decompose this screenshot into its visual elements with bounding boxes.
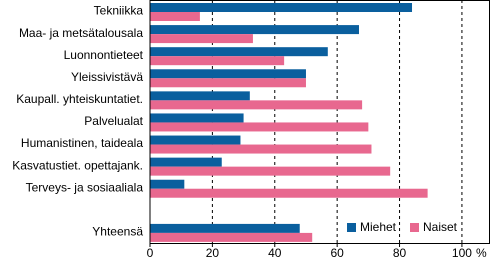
bar	[150, 113, 244, 123]
bar	[150, 91, 250, 101]
x-axis-label: %	[476, 246, 487, 260]
bar	[150, 179, 185, 189]
bar	[150, 34, 253, 44]
legend-swatch	[410, 223, 419, 232]
bar	[150, 12, 200, 21]
legend-label: Naiset	[423, 220, 458, 234]
y-tick-label: Kaupall. yhteiskuntatiet.	[16, 92, 143, 106]
bar	[150, 78, 306, 88]
y-tick-label: Humanistinen, taideala	[21, 136, 143, 150]
x-tick-label: 0	[147, 246, 154, 260]
bar	[150, 144, 372, 154]
legend-label: Miehet	[360, 220, 397, 234]
bar	[150, 157, 222, 167]
x-tick-label: 20	[206, 246, 220, 260]
bar	[150, 56, 285, 66]
x-tick-label: 100	[452, 246, 472, 260]
y-tick-label: Tekniikka	[94, 4, 144, 18]
bar	[150, 100, 363, 110]
bar	[150, 223, 300, 233]
y-tick-label: Maa- ja metsätalousala	[19, 26, 143, 40]
y-tick-label: Palvelualat	[84, 114, 143, 128]
y-tick-label: Yleissivistävä	[71, 70, 143, 84]
y-tick-label: Luonnontieteet	[64, 48, 144, 62]
bar	[150, 69, 306, 79]
x-tick-label: 60	[330, 246, 344, 260]
x-tick-label: 40	[268, 246, 282, 260]
y-tick-label: Yhteensä	[92, 225, 143, 239]
y-tick-label: Terveys- ja sosiaaliala	[26, 180, 144, 194]
bar	[150, 166, 391, 176]
bar	[150, 135, 241, 145]
bar	[150, 232, 313, 242]
x-tick-label: 80	[393, 246, 407, 260]
bar	[150, 3, 413, 12]
bar	[150, 188, 428, 198]
bar	[150, 47, 328, 57]
bar	[150, 122, 369, 132]
y-tick-label: Kasvatustiet. opettajank.	[12, 158, 143, 172]
bar	[150, 25, 359, 35]
legend-swatch	[347, 223, 356, 232]
